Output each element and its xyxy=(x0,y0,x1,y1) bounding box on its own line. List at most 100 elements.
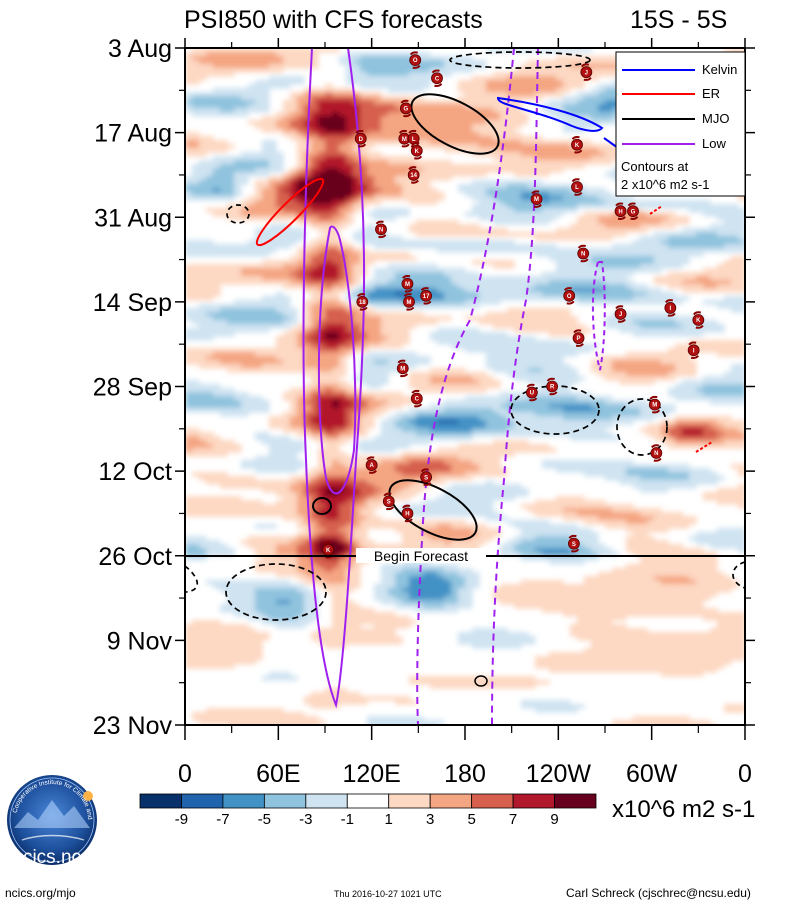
field-cell xyxy=(374,436,473,441)
field-cell xyxy=(311,692,361,697)
field-cell xyxy=(381,96,424,101)
colorbar-label: -3 xyxy=(299,811,312,828)
field-cell xyxy=(311,408,319,413)
field-cell xyxy=(318,408,347,413)
field-cell xyxy=(346,200,354,205)
field-cell xyxy=(388,336,410,341)
field-cell xyxy=(570,548,592,553)
field-cell xyxy=(297,200,312,205)
tc-marker-label: M xyxy=(405,282,410,288)
field-cell xyxy=(598,84,627,89)
field-cell xyxy=(353,280,361,285)
field-cell xyxy=(311,168,326,173)
field-cell xyxy=(283,104,298,109)
field-cell xyxy=(507,416,564,421)
field-cell xyxy=(535,664,725,669)
field-cell xyxy=(220,360,284,365)
field-cell xyxy=(234,172,270,177)
tc-marker-label: N xyxy=(379,227,383,233)
field-cell xyxy=(262,144,277,149)
field-cell xyxy=(668,392,704,397)
field-cell xyxy=(353,268,368,273)
field-cell xyxy=(185,400,242,405)
colorbar-units: x10^6 m2 s-1 xyxy=(612,796,755,823)
field-cell xyxy=(689,476,725,481)
field-cell xyxy=(185,268,242,273)
tc-marker-label: P xyxy=(577,336,581,342)
field-cell xyxy=(283,108,298,113)
field-cell xyxy=(185,504,298,509)
field-cell xyxy=(220,484,291,489)
field-cell xyxy=(353,316,382,321)
tc-marker-arm xyxy=(420,287,429,291)
field-cell xyxy=(381,580,396,585)
field-cell xyxy=(353,196,361,201)
field-cell xyxy=(262,612,305,617)
field-cell xyxy=(346,536,354,541)
field-cell xyxy=(318,116,347,121)
field-cell xyxy=(185,132,200,137)
field-cell xyxy=(724,260,745,265)
tc-marker-dot xyxy=(420,289,433,302)
field-cell xyxy=(577,636,745,641)
field-cell xyxy=(346,172,354,177)
field-cell xyxy=(297,400,305,405)
field-cell xyxy=(318,216,333,221)
field-cell xyxy=(374,284,459,289)
field-cell xyxy=(290,280,305,285)
field-cell xyxy=(269,160,284,165)
tc-marker-label: M xyxy=(400,366,405,372)
field-cell xyxy=(339,268,347,273)
tc-marker-dot xyxy=(396,362,409,375)
field-cell xyxy=(346,576,361,581)
field-cell xyxy=(465,396,529,401)
field-cell xyxy=(192,712,305,717)
field-cell xyxy=(367,404,382,409)
field-cell xyxy=(283,180,291,185)
field-cell xyxy=(248,536,298,541)
field-cell xyxy=(374,408,389,413)
field-cell xyxy=(661,428,669,433)
field-cell xyxy=(311,544,319,549)
field-cell xyxy=(185,544,200,549)
field-cell xyxy=(339,144,354,149)
field-cell xyxy=(346,296,361,301)
x-tick-label: 0 xyxy=(738,760,752,788)
field-cell xyxy=(185,176,207,181)
tc-marker-arm xyxy=(408,129,417,134)
field-cell xyxy=(367,352,417,357)
field-cell xyxy=(591,644,745,649)
field-cell xyxy=(381,432,417,437)
tc-marker-arm xyxy=(665,299,674,304)
field-cell xyxy=(353,528,368,533)
field-cell xyxy=(276,552,298,557)
field-cell xyxy=(381,424,396,429)
tc-marker-label: G xyxy=(404,107,409,113)
field-cell xyxy=(577,300,683,305)
tc-marker-arm xyxy=(383,492,392,497)
field-cell xyxy=(703,268,745,273)
field-cell xyxy=(682,288,745,293)
field-cell xyxy=(318,384,340,389)
field-cell xyxy=(507,92,536,97)
field-cell xyxy=(297,552,312,557)
field-cell xyxy=(367,172,410,177)
field-cell xyxy=(360,56,417,61)
field-cell xyxy=(500,112,529,117)
field-cell xyxy=(325,144,340,149)
field-cell xyxy=(255,124,277,129)
field-cell xyxy=(731,256,745,261)
field-cell xyxy=(360,540,375,545)
field-cell xyxy=(346,68,361,73)
field-cell xyxy=(675,384,704,389)
field-cell xyxy=(262,192,277,197)
field-cell xyxy=(451,280,550,285)
logo-mountains xyxy=(14,800,90,828)
mjo-contour-small xyxy=(312,497,332,515)
field-cell xyxy=(633,320,676,325)
field-cell xyxy=(535,412,641,417)
field-cell xyxy=(276,196,291,201)
tc-marker-dot xyxy=(403,295,415,308)
chart-title: PSI850 with CFS forecasts xyxy=(184,6,483,34)
legend-box: Kelvin ER MJO Low Contours at 2 x10^6 m2… xyxy=(615,51,746,197)
